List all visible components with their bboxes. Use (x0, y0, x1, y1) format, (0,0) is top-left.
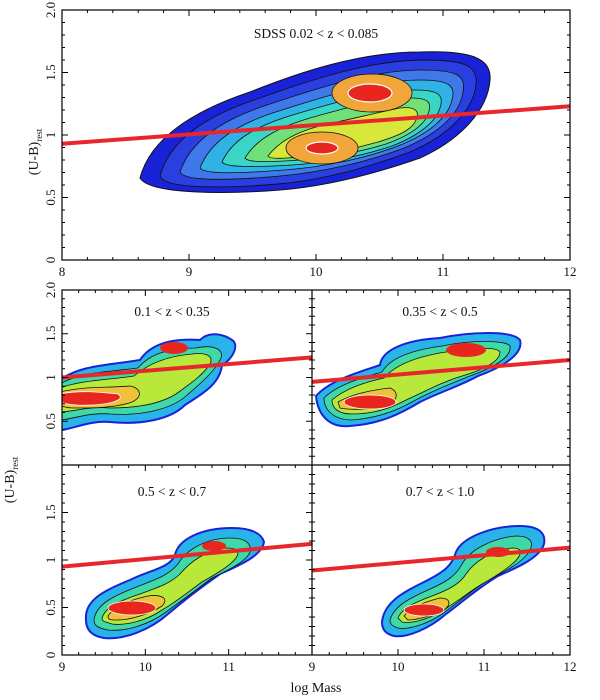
panel-title-z-0.1-0.35: 0.1 < z < 0.35 (134, 304, 209, 319)
y-tick-label: 2.0 (43, 2, 58, 18)
contour-peak-blue (107, 600, 157, 616)
y-tick-label: 1 (43, 132, 58, 139)
y-tick-label: 1 (43, 557, 58, 564)
x-tick-label: 12 (564, 264, 577, 279)
y-axis-label-top: (U-B)rest (27, 128, 44, 175)
x-tick-label: 9 (309, 659, 316, 674)
x-tick-label: 12 (564, 659, 577, 674)
y-tick-label: 1.5 (43, 64, 58, 80)
contour-peak-blue (403, 603, 445, 617)
panel-sdss: SDSS 0.02 < z < 0.085 0 0.5 1 1.5 2.0 8 9 10 11 1… (43, 2, 577, 279)
x-tick-label: 8 (59, 264, 66, 279)
y-tick-label: 2.0 (43, 282, 58, 298)
y-axis-label-sub: rest (34, 128, 44, 141)
x-tick-label: 11 (478, 659, 491, 674)
red-sequence-divider-line (312, 545, 570, 573)
x-tick-label: 10 (392, 659, 405, 674)
x-tick-label: 9 (186, 264, 193, 279)
contours-z-0.35-0.5 (314, 332, 522, 428)
y-tick-label: 0.5 (43, 413, 58, 429)
x-tick-label: 11 (437, 264, 450, 279)
panel-z-0.7-1.0: 0.7 < z < 1.0 9 10 11 12 (309, 465, 577, 674)
contour-peak-blue (343, 394, 397, 410)
x-axis-label: log Mass (291, 681, 342, 696)
panel-z-0.5-0.7: 0.5 < z < 0.7 0 0.5 1 1.5 9 10 11 (43, 465, 313, 674)
panel-title-z-0.5-0.7: 0.5 < z < 0.7 (138, 484, 207, 499)
contours-sdss (139, 51, 491, 193)
y-tick-label: 0.5 (43, 599, 58, 615)
x-tick-label: 10 (310, 264, 323, 279)
red-sequence-divider-line (312, 358, 570, 384)
red-sequence-divider-line (62, 355, 312, 380)
y-tick-label: 1.5 (43, 504, 58, 520)
y-axis-label-lower: (U-B)rest (3, 456, 20, 503)
red-sequence-divider-line (62, 541, 312, 569)
contour-peak-blue-inner (305, 141, 339, 155)
y-tick-label: 0 (43, 257, 58, 264)
x-tick-label: 10 (139, 659, 152, 674)
contour-peak-red (160, 342, 188, 354)
contours-z-0.5-0.7 (84, 526, 266, 640)
contour-peak-blue (62, 391, 121, 406)
panel-title-z-0.35-0.5: 0.35 < z < 0.5 (402, 304, 477, 319)
y-tick-label: 0 (43, 652, 58, 659)
contour-peak-red (446, 343, 486, 357)
y-tick-label: 1 (43, 374, 58, 381)
frame-lower-grid (61, 289, 571, 656)
x-tick-label: 11 (222, 659, 235, 674)
panel-z-0.1-0.35: 0.1 < z < 0.35 0.5 1 1.5 2.0 (43, 282, 313, 457)
contours-z-0.1-0.35 (62, 333, 237, 431)
contour-peak-red (202, 541, 226, 551)
y-axis-label-sub: rest (10, 456, 20, 469)
panel-z-0.35-0.5: 0.35 < z < 0.5 (311, 290, 571, 457)
y-axis-label-main: (U-B) (3, 469, 18, 503)
y-tick-label: 1.5 (43, 326, 58, 342)
y-axis-label-main: (U-B) (27, 141, 42, 175)
contours-z-0.7-1.0 (380, 524, 546, 638)
contour-peak-red-inner (347, 83, 393, 103)
y-tick-label: 0.5 (43, 189, 58, 205)
x-tick-label: 9 (59, 659, 66, 674)
panel-title-z-0.7-1.0: 0.7 < z < 1.0 (406, 484, 475, 499)
red-sequence-divider-line (62, 104, 570, 146)
panel-title-sdss: SDSS 0.02 < z < 0.085 (254, 26, 379, 41)
